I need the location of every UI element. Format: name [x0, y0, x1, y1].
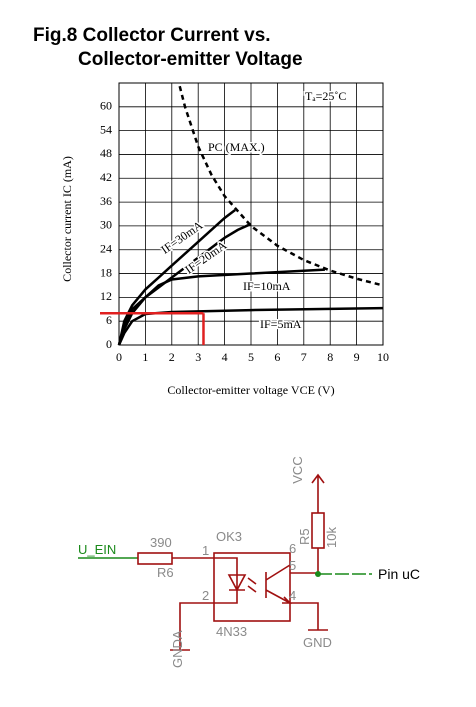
- annotation: IF=10mA: [243, 279, 291, 293]
- pin-number: 6: [289, 541, 296, 556]
- y-tick-label: 42: [100, 170, 112, 184]
- optocoupler: [213, 552, 291, 622]
- y-tick-label: 60: [100, 99, 112, 113]
- annotation: PC (MAX.): [208, 140, 265, 154]
- chip-part: 4N33: [216, 624, 247, 639]
- r6-value: 390: [150, 535, 172, 550]
- y-tick-label: 24: [100, 241, 112, 255]
- series-line: [117, 268, 325, 346]
- gnda-label: GNDA: [170, 630, 185, 668]
- y-tick-label: 54: [100, 122, 112, 136]
- pin-number: 1: [202, 543, 209, 558]
- y-tick-label: 48: [100, 146, 112, 160]
- resistor: [311, 512, 325, 549]
- pin-number: 2: [202, 588, 209, 603]
- pin-number: 4: [289, 588, 296, 603]
- x-tick-label: 8: [327, 350, 333, 364]
- pin-number: 5: [289, 558, 296, 573]
- chart-title: Fig.8 Collector Current vs. Collector-em…: [33, 25, 303, 70]
- chip-name: OK3: [216, 529, 242, 544]
- x-tick-label: 1: [142, 350, 148, 364]
- x-tick-label: 5: [248, 350, 254, 364]
- x-tick-label: 9: [354, 350, 360, 364]
- r5-name: R5: [297, 528, 312, 545]
- series-line: [117, 209, 236, 346]
- x-axis-label: Collector-emitter voltage VCE (V): [167, 383, 334, 397]
- x-tick-label: 4: [222, 350, 228, 364]
- x-tick-label: 3: [195, 350, 201, 364]
- x-tick-label: 10: [377, 350, 389, 364]
- x-tick-label: 0: [116, 350, 122, 364]
- wire: [290, 473, 325, 575]
- x-tick-label: 7: [301, 350, 307, 364]
- y-tick-label: 12: [100, 289, 112, 303]
- opto-internals: [214, 557, 292, 604]
- r5-value: 10k: [324, 527, 339, 548]
- series-line: [178, 85, 383, 287]
- input-label: U_EIN: [78, 542, 116, 557]
- y-tick-label: 30: [100, 218, 112, 232]
- r6-name: R6: [157, 565, 174, 580]
- y-tick-label: 6: [106, 313, 112, 327]
- y-tick-label: 0: [106, 337, 112, 351]
- gnd-label: GND: [303, 635, 332, 650]
- y-tick-label: 18: [100, 265, 112, 279]
- vcc-label: VCC: [290, 456, 305, 483]
- schematic: VCC R5 10k Pin uC U_EIN 390 R6 OK3 4N33 …: [78, 456, 420, 668]
- output-label: Pin uC: [378, 566, 420, 582]
- y-axis-label: Collector current IC (mA): [60, 156, 74, 282]
- x-tick-label: 6: [274, 350, 280, 364]
- resistor: [137, 552, 173, 565]
- annotation: IF=5mA: [260, 317, 302, 331]
- wire: [170, 557, 328, 651]
- y-tick-label: 36: [100, 194, 112, 208]
- annotation: Tₐ=25˚C: [305, 89, 346, 103]
- x-tick-label: 2: [169, 350, 175, 364]
- annotation: IF=20mA: [182, 238, 229, 277]
